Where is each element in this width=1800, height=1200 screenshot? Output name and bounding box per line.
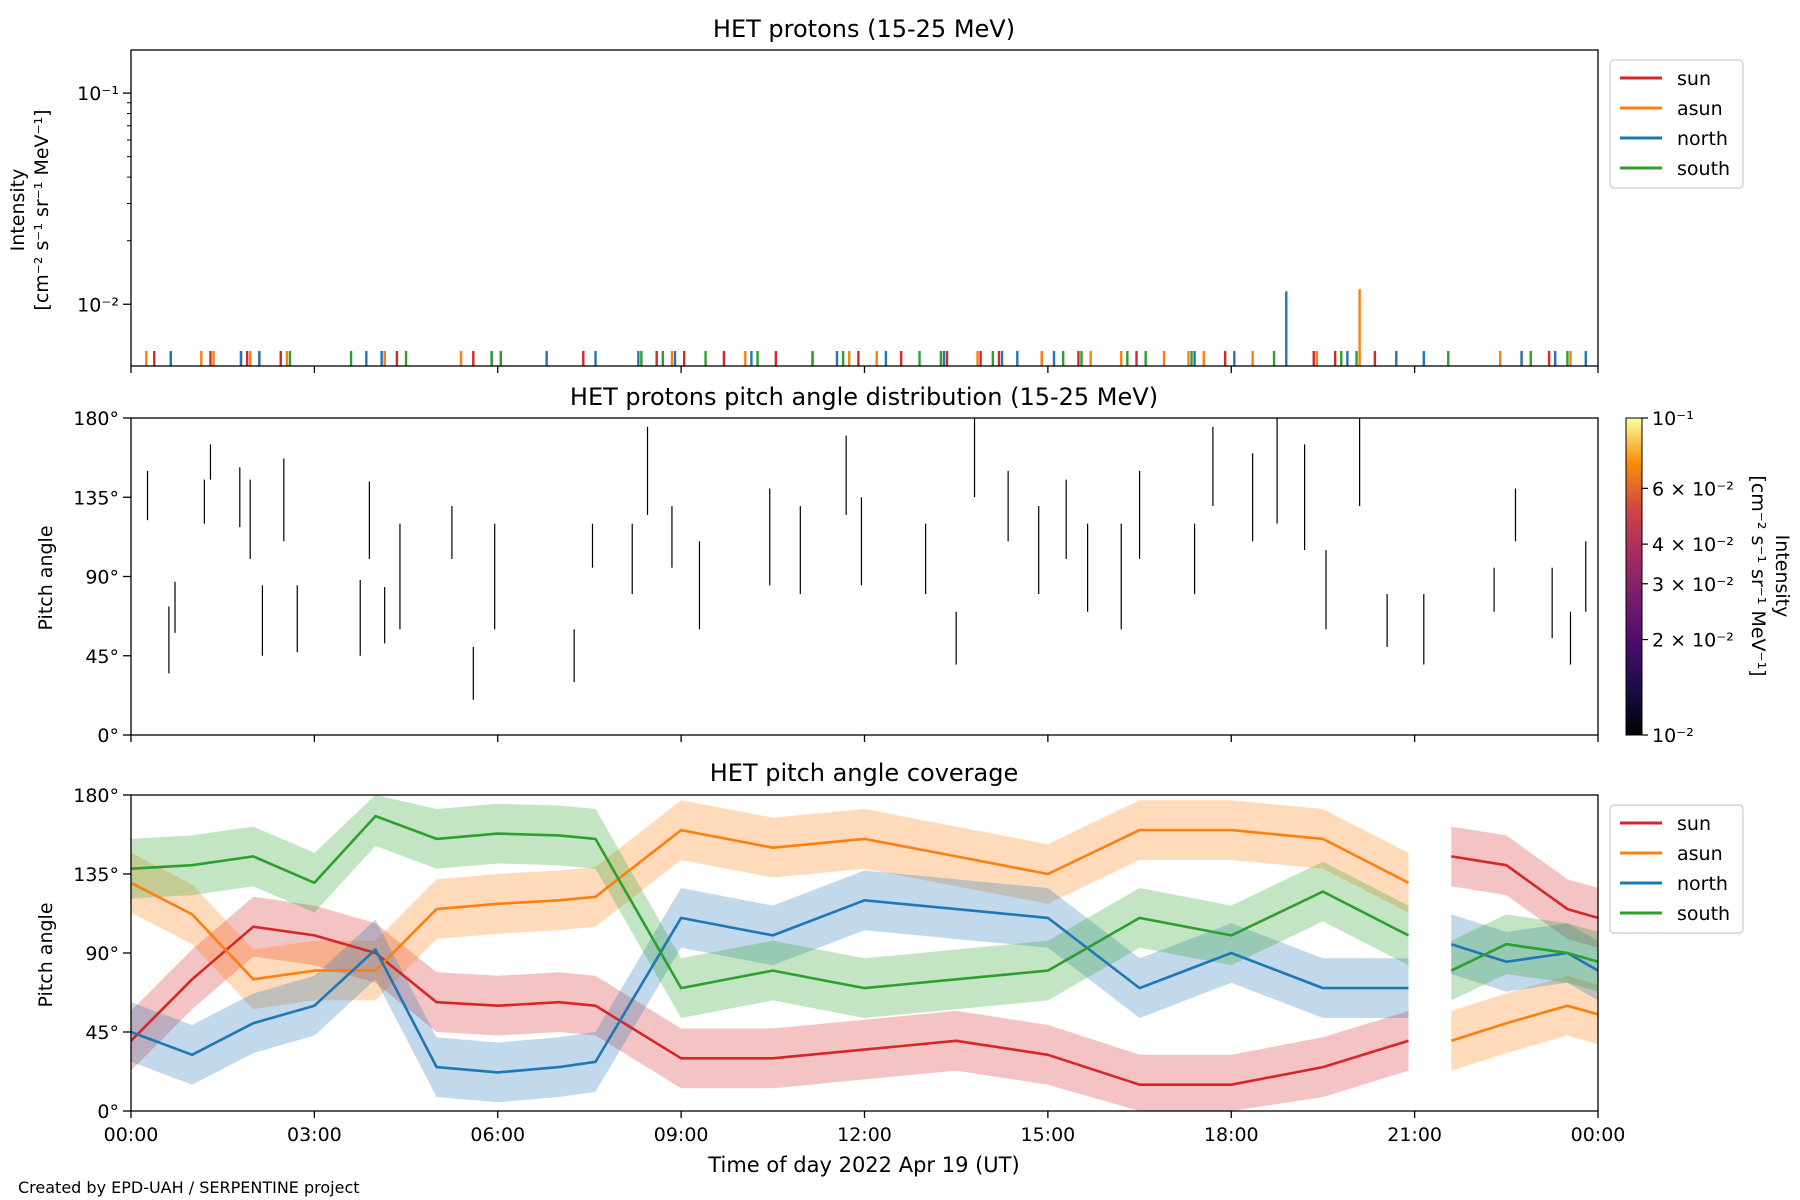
colorbar-tick-label: 10⁻¹ — [1652, 408, 1694, 430]
coverage-line-asun — [1450, 1004, 1599, 1043]
legend-entry-south: south — [1620, 158, 1730, 180]
coverage-ylabel: Pitch angle — [35, 902, 57, 1007]
colorbar-tick-label: 4 × 10⁻² — [1652, 534, 1734, 556]
coverage-band-sun — [1451, 826, 1598, 948]
intensity-y-axis: 10⁻¹ 10⁻² — [77, 83, 131, 316]
coverage-legend-entry-south: south — [1620, 903, 1730, 925]
y-tick-label: 90° — [85, 943, 119, 965]
colorbar-tick-label: 2 × 10⁻² — [1652, 630, 1734, 652]
coverage-panel: HET pitch angle coverage Pitch angle 0° 4… — [35, 759, 1744, 1146]
coverage-line-south — [130, 814, 1410, 990]
coverage-band-south — [131, 795, 1409, 1018]
coverage-legend: sun asun north south — [1609, 804, 1744, 934]
legend-entry-sun: sun — [1620, 68, 1711, 90]
coverage-band-north — [1451, 914, 1598, 1001]
legend-label-sun: sun — [1677, 68, 1711, 90]
intensity-legend: sun asun north south — [1609, 59, 1744, 189]
coverage-legend-label-south: south — [1677, 903, 1730, 925]
intensity-title: HET protons (15-25 MeV) — [713, 15, 1015, 43]
coverage-bands — [131, 795, 1598, 1111]
coverage-x-axis: 00:00 03:00 06:00 09:00 12:00 15:00 18:00 21:00… — [104, 1111, 1626, 1146]
credit-text: Created by EPD-UAH / SERPENTINE project — [18, 1178, 360, 1197]
pad-segments — [146, 418, 1587, 700]
coverage-band-south — [1451, 914, 1598, 1001]
pad-panel: HET protons pitch angle distribution (15… — [35, 383, 1793, 747]
coverage-legend-box — [1609, 804, 1744, 934]
colorbar-gradient — [1625, 417, 1643, 736]
coverage-line-asun — [130, 828, 1410, 981]
pad-ylabel: Pitch angle — [35, 525, 57, 630]
legend-label-south: south — [1677, 158, 1730, 180]
coverage-line-south — [1450, 942, 1599, 972]
x-tick-label: 00:00 — [1571, 1124, 1626, 1146]
x-tick-label: 15:00 — [1020, 1124, 1075, 1146]
coverage-legend-label-north: north — [1677, 873, 1728, 895]
legend-entry-asun: asun — [1620, 98, 1723, 120]
y-tick-label: 0° — [97, 1101, 119, 1123]
y-tick-label: 180° — [73, 785, 119, 807]
coverage-legend-label-sun: sun — [1677, 813, 1711, 835]
coverage-line-sun — [1451, 855, 1599, 920]
intensity-x-axis — [130, 366, 1599, 373]
intensity-legend-box — [1609, 59, 1744, 189]
x-tick-label: 18:00 — [1204, 1124, 1259, 1146]
intensity-panel: HET protons (15-25 MeV) Intensity [cm⁻² … — [7, 15, 1744, 373]
coverage-legend-label-asun: asun — [1677, 843, 1723, 865]
colorbar-label-line2: [cm⁻² s⁻¹ sr⁻¹ MeV⁻¹] — [1747, 475, 1769, 676]
legend-label-north: north — [1677, 128, 1728, 150]
y-tick-label: 45° — [85, 1022, 119, 1044]
y-tick-label: 180° — [73, 408, 119, 430]
x-tick-label: 21:00 — [1387, 1124, 1442, 1146]
y-tick-label: 135° — [73, 487, 119, 509]
y-tick-label: 45° — [85, 646, 119, 668]
legend-entry-north: north — [1620, 128, 1728, 150]
coverage-line-sun — [130, 925, 1409, 1086]
colorbar-tick-label: 10⁻² — [1652, 725, 1694, 747]
coverage-band-sun — [131, 896, 1409, 1111]
colorbar-ticks: 10⁻¹ 6 × 10⁻² 4 × 10⁻² 3 × 10⁻² 2 × 10⁻² 10⁻² — [1642, 408, 1734, 747]
pad-title: HET protons pitch angle distribution (15… — [570, 383, 1158, 411]
y-tick-label: 0° — [97, 725, 119, 747]
coverage-legend-entry-north: north — [1620, 873, 1728, 895]
y-tick-label: 10⁻¹ — [77, 83, 119, 105]
x-tick-label: 12:00 — [837, 1124, 892, 1146]
x-tick-label: 06:00 — [470, 1124, 525, 1146]
coverage-band-asun — [1451, 975, 1598, 1071]
x-tick-label: 09:00 — [654, 1124, 709, 1146]
coverage-title: HET pitch angle coverage — [710, 759, 1018, 787]
colorbar-tick-label: 6 × 10⁻² — [1652, 478, 1734, 500]
pad-x-axis — [130, 735, 1599, 742]
colorbar-tick-label: 3 × 10⁻² — [1652, 574, 1734, 596]
pad-y-axis: 0° 45° 90° 135° 180° — [73, 408, 131, 747]
pad-plot-frame — [130, 417, 1599, 736]
intensity-ylabel-line1: Intensity — [7, 169, 29, 252]
y-tick-label: 135° — [73, 864, 119, 886]
x-tick-label: 03:00 — [287, 1124, 342, 1146]
intensity-ylabel: Intensity [cm⁻² s⁻¹ sr⁻¹ MeV⁻¹] — [7, 109, 53, 310]
coverage-legend-entry-asun: asun — [1620, 843, 1723, 865]
x-tick-label: 00:00 — [104, 1124, 159, 1146]
coverage-y-axis: 0° 45° 90° 135° 180° — [73, 785, 131, 1123]
colorbar-label: Intensity [cm⁻² s⁻¹ sr⁻¹ MeV⁻¹] — [1747, 475, 1793, 676]
intensity-spikes — [145, 289, 1587, 366]
coverage-line-north — [1450, 942, 1599, 972]
coverage-band-asun — [131, 800, 1409, 1010]
legend-label-asun: asun — [1677, 98, 1723, 120]
coverage-plot-frame — [130, 794, 1599, 1112]
intensity-ylabel-line2: [cm⁻² s⁻¹ sr⁻¹ MeV⁻¹] — [31, 109, 53, 310]
coverage-band-north — [131, 870, 1409, 1103]
colorbar-label-line1: Intensity — [1771, 535, 1793, 618]
x-axis-label: Time of day 2022 Apr 19 (UT) — [707, 1153, 1019, 1177]
y-tick-label: 90° — [85, 567, 119, 589]
intensity-plot-frame — [130, 49, 1599, 367]
y-tick-label: 10⁻² — [77, 294, 119, 316]
coverage-legend-entry-sun: sun — [1620, 813, 1711, 835]
coverage-line-north — [130, 898, 1409, 1074]
pad-colorbar: 10⁻¹ 6 × 10⁻² 4 × 10⁻² 3 × 10⁻² 2 × 10⁻² 10⁻²… — [1625, 408, 1793, 747]
coverage-lines — [130, 814, 1599, 1086]
